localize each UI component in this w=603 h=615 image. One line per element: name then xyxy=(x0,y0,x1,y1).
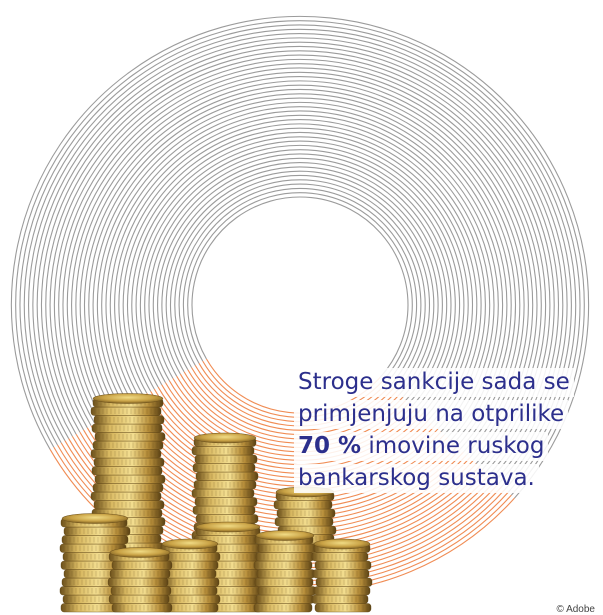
callout-text: Stroge sankcije sada se primjenjuju na o… xyxy=(294,366,574,494)
callout-line-1: Stroge sankcije sada se xyxy=(294,368,574,397)
coin-stacks-image xyxy=(59,393,373,613)
highlight-percentage: 70 % xyxy=(298,433,362,459)
callout-line-4: bankarskog sustava. xyxy=(294,464,539,493)
coin-stack xyxy=(107,547,173,613)
callout-line-3: imovine ruskog xyxy=(361,433,545,459)
coin-stack xyxy=(159,538,221,613)
slice-0 xyxy=(10,15,590,499)
image-credit: © Adobe xyxy=(554,604,597,615)
coin-stack xyxy=(191,432,259,541)
coin-stack xyxy=(253,530,317,613)
callout-line-2: primjenjuju na otprilike xyxy=(294,400,569,429)
coin-stack xyxy=(311,538,373,613)
